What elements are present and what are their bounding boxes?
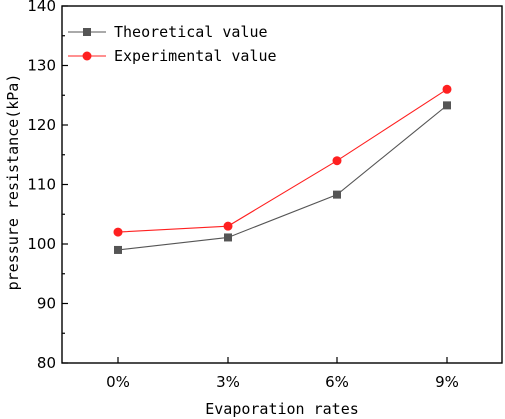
data-point-square <box>114 245 122 254</box>
legend: Theoretical value Experimental value <box>68 23 277 65</box>
legend-marker-square <box>83 28 91 36</box>
legend-item: Experimental value <box>68 47 277 65</box>
legend-item: Theoretical value <box>68 23 268 41</box>
x-tick-label: 9% <box>435 373 459 391</box>
x-tick-label: 6% <box>325 373 349 391</box>
data-point-square <box>443 101 451 110</box>
data-point-circle <box>332 156 342 166</box>
data-point-circle <box>113 227 123 237</box>
x-tick-label: 3% <box>216 373 240 391</box>
legend-label: Experimental value <box>114 47 277 65</box>
y-tick-label: 130 <box>27 57 56 75</box>
series-layer <box>113 84 452 254</box>
data-point-circle <box>223 221 233 231</box>
series-experimental <box>113 84 452 237</box>
y-tick-label: 80 <box>37 354 56 372</box>
y-tick-label: 90 <box>37 295 56 313</box>
y-tick-label: 100 <box>27 235 56 253</box>
data-point-square <box>333 190 341 199</box>
legend-marker-circle <box>82 51 92 61</box>
data-point-circle <box>442 84 452 94</box>
x-axis-label: Evaporation rates <box>205 400 359 418</box>
series-line <box>117 88 448 233</box>
y-tick-label: 120 <box>27 116 56 134</box>
y-tick-label: 110 <box>27 176 56 194</box>
data-point-square <box>224 233 232 242</box>
series-theoretical <box>114 101 451 254</box>
series-line <box>117 104 448 251</box>
x-axis-ticks: 0% 3% 6% 9% <box>106 357 459 391</box>
y-tick-label: 140 <box>27 0 56 15</box>
x-tick-label: 0% <box>106 373 130 391</box>
y-axis-ticks: 80 90 100 110 120 130 140 <box>27 0 68 372</box>
y-axis-label: pressure resistance(kPa) <box>4 74 22 291</box>
legend-label: Theoretical value <box>114 23 268 41</box>
